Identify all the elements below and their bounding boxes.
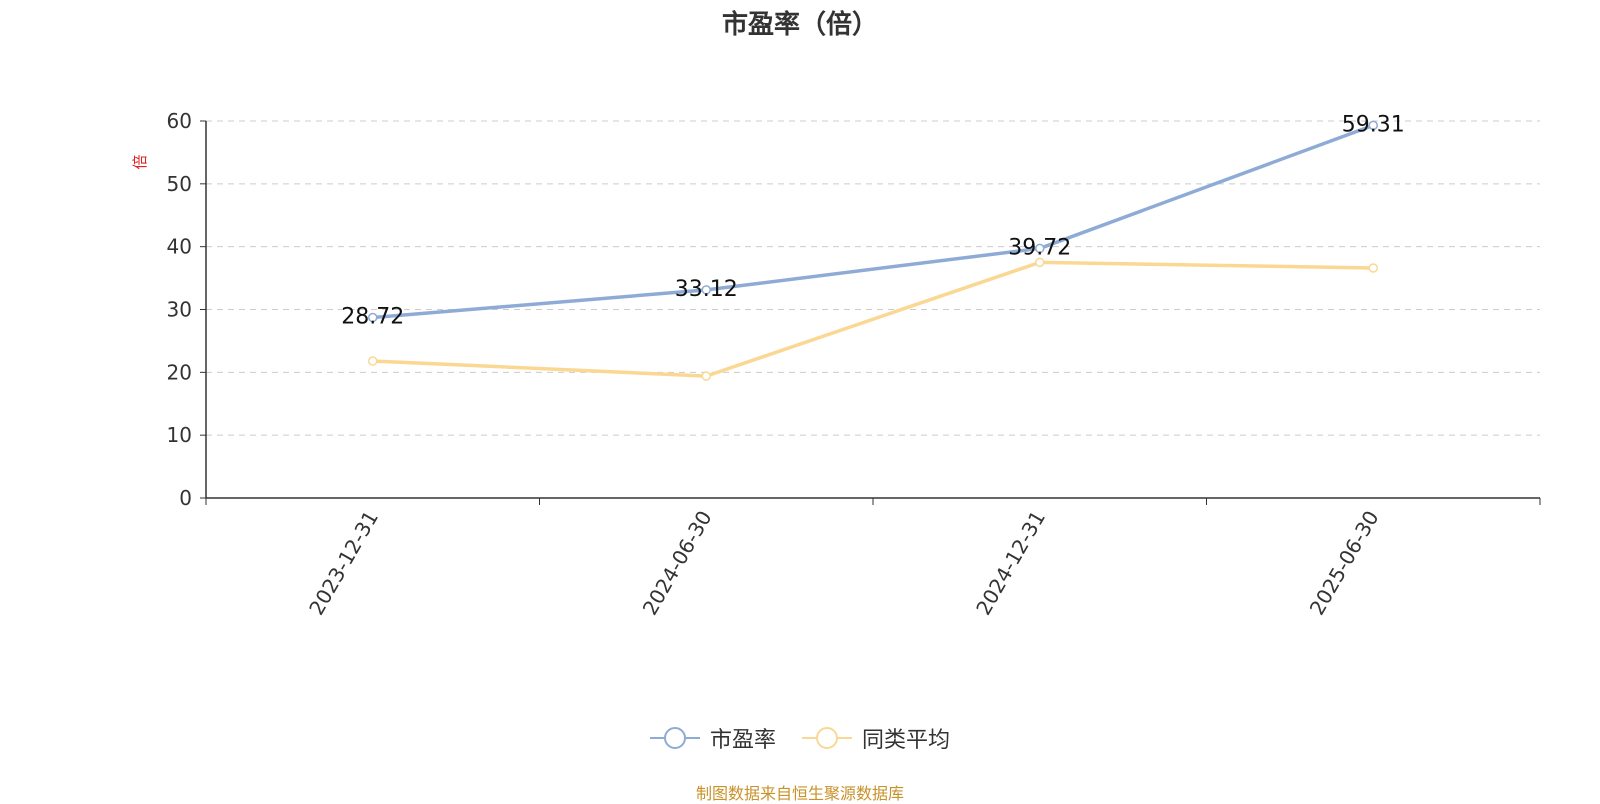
data-point [701,285,711,295]
y-tick-label: 20 [167,360,192,384]
y-tick-label: 0 [179,486,192,510]
x-tick-label: 2024-06-30 [638,507,717,620]
axis-layer: 0 10 20 30 40 50 60 倍 2023-12-31 2024-06-30 2024-1… [131,109,1541,620]
data-point [368,356,378,366]
data-label: 39.72 [1008,235,1071,260]
series-layer [368,120,1378,381]
data-point [368,312,378,323]
y-tick-label: 30 [167,298,192,322]
series-line [372,260,1374,378]
chart-title: 市盈率（倍） [721,10,878,40]
source-note: 制图数据来自恒生聚源数据库 [695,784,904,803]
legend-marker-peer-average-icon [802,727,852,749]
legend-label-peer-average: 同类平均 [862,728,951,753]
legend-item-pe[interactable]: 市盈率 [649,722,776,754]
data-point [1368,263,1378,273]
data-point [1035,257,1045,268]
y-tick-label: 50 [167,172,192,196]
data-point [1035,243,1045,254]
legend-label-pe: 市盈率 [709,728,776,753]
y-tick-label: 10 [167,423,192,447]
legend: 市盈率 同类平均 [0,722,1600,754]
data-label: 59.31 [1342,112,1405,137]
grid-layer [206,120,1540,436]
y-axis-label: 倍 [131,154,149,169]
series-line [372,123,1374,320]
legend-marker-pe-icon [649,727,700,749]
y-tick-label: 40 [167,235,192,259]
data-label: 33.12 [675,277,738,302]
data-label: 28.72 [341,305,404,330]
x-tick-label: 2025-06-30 [1305,507,1384,620]
x-tick-label: 2023-12-31 [304,507,383,620]
x-tick-label: 2024-12-31 [971,507,1050,620]
label-layer: 28.72 33.12 39.72 59.31 [341,112,1404,329]
y-tick-label: 60 [167,109,192,133]
data-point [701,371,711,381]
data-point [1368,120,1378,131]
legend-item-peer-average[interactable]: 同类平均 [802,722,950,754]
